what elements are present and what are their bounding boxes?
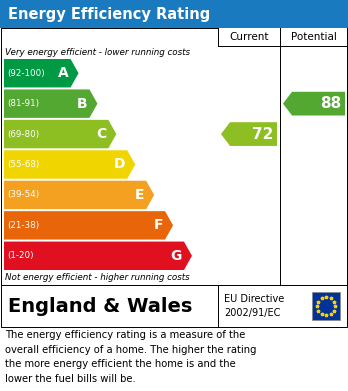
Polygon shape bbox=[4, 150, 135, 179]
Text: E: E bbox=[135, 188, 144, 202]
Text: The energy efficiency rating is a measure of the
overall efficiency of a home. T: The energy efficiency rating is a measur… bbox=[5, 330, 256, 384]
Polygon shape bbox=[4, 90, 97, 118]
Text: England & Wales: England & Wales bbox=[8, 296, 192, 316]
Bar bbox=[1, 28, 347, 285]
Text: 72: 72 bbox=[252, 127, 273, 142]
Text: 2002/91/EC: 2002/91/EC bbox=[224, 308, 280, 318]
Polygon shape bbox=[4, 59, 79, 88]
Text: EU Directive: EU Directive bbox=[224, 294, 284, 304]
Text: (1-20): (1-20) bbox=[7, 251, 34, 260]
Polygon shape bbox=[221, 122, 277, 146]
Polygon shape bbox=[4, 181, 154, 209]
Polygon shape bbox=[4, 242, 192, 270]
Text: Energy Efficiency Rating: Energy Efficiency Rating bbox=[8, 7, 210, 22]
Bar bbox=[0, 0, 348, 28]
Bar bbox=[218, 28, 347, 46]
Polygon shape bbox=[4, 211, 173, 240]
Text: A: A bbox=[58, 66, 69, 80]
Text: D: D bbox=[114, 158, 125, 172]
Text: Very energy efficient - lower running costs: Very energy efficient - lower running co… bbox=[5, 48, 190, 57]
Text: (39-54): (39-54) bbox=[7, 190, 39, 199]
Text: Current: Current bbox=[229, 32, 269, 42]
Text: (21-38): (21-38) bbox=[7, 221, 39, 230]
Text: Potential: Potential bbox=[291, 32, 337, 42]
Text: B: B bbox=[77, 97, 87, 111]
Text: 88: 88 bbox=[320, 96, 341, 111]
Text: G: G bbox=[171, 249, 182, 263]
Text: C: C bbox=[96, 127, 106, 141]
Polygon shape bbox=[4, 120, 116, 148]
Text: (69-80): (69-80) bbox=[7, 129, 39, 138]
Text: (81-91): (81-91) bbox=[7, 99, 39, 108]
Bar bbox=[312, 292, 340, 320]
Text: F: F bbox=[153, 218, 163, 232]
Polygon shape bbox=[283, 92, 345, 115]
Text: Not energy efficient - higher running costs: Not energy efficient - higher running co… bbox=[5, 273, 190, 283]
Bar bbox=[1, 285, 347, 327]
Text: (55-68): (55-68) bbox=[7, 160, 39, 169]
Text: (92-100): (92-100) bbox=[7, 69, 45, 78]
